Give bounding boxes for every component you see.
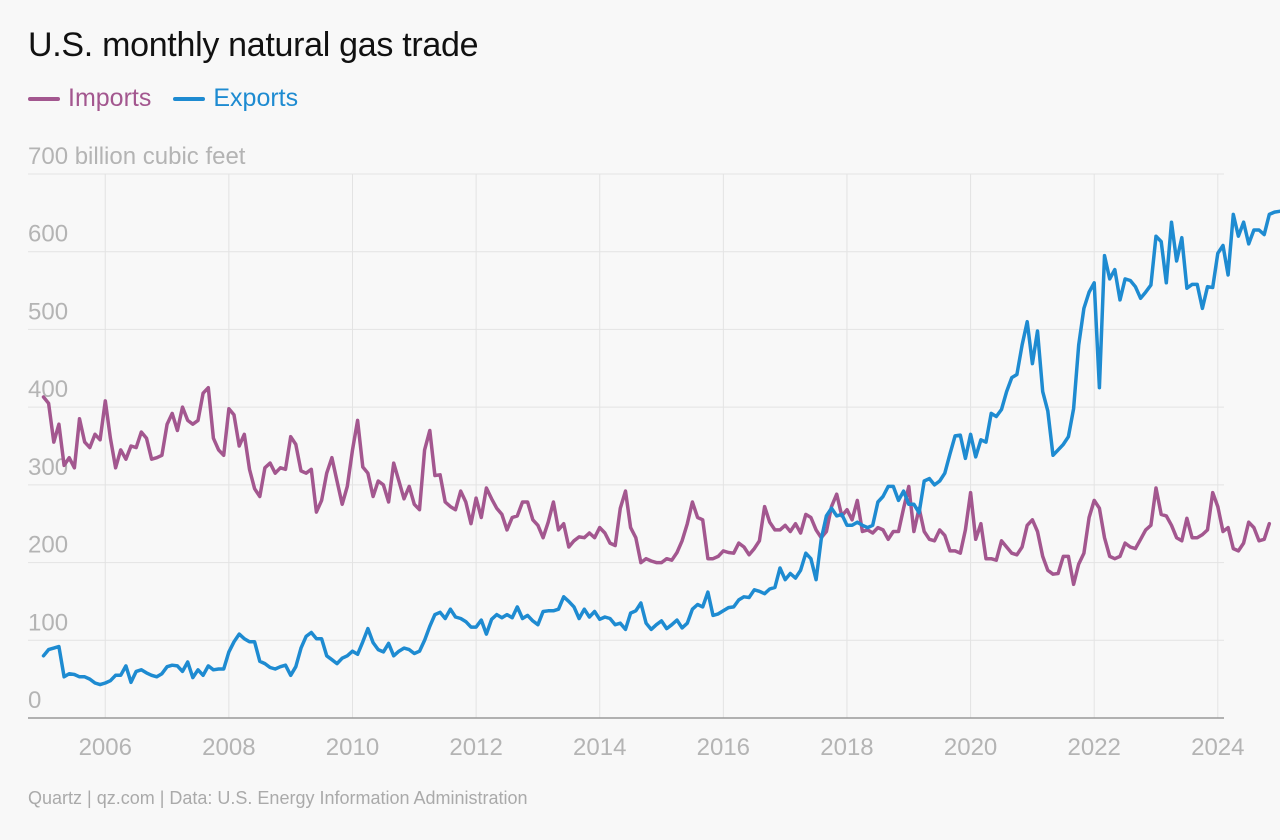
x-tick-label: 2012 [449,734,502,761]
x-tick-label: 2006 [79,734,132,761]
x-tick-label: 2018 [820,734,873,761]
x-tick-label: 2016 [697,734,750,761]
source-note: Quartz | qz.com | Data: U.S. Energy Info… [28,788,528,808]
legend-label-imports: Imports [68,84,152,112]
legend-swatch-imports [28,96,60,101]
series-lines [41,209,1280,687]
y-tick-label: 100 [28,609,68,636]
gridlines [28,173,1224,719]
chart-title: U.S. monthly natural gas trade [28,26,479,64]
y-axis-label: 700 billion cubic feet [28,143,246,170]
series-line-exports [41,209,1280,687]
y-tick-label: 0 [28,687,41,714]
y-tick-label: 400 [28,376,68,403]
legend-label-exports: Exports [213,84,299,112]
legend-item-exports: Exports [173,84,298,113]
y-tick-label: 500 [28,298,68,325]
x-tick-label: 2010 [326,734,379,761]
y-tick-label: 300 [28,454,68,481]
y-tick-label: 200 [28,532,68,559]
x-axis-ticks: 2006 2008 2010 2012 2014 2016 2018 2020 2022 2024 [79,734,1245,761]
x-tick-label: 2014 [573,734,626,761]
x-tick-label: 2024 [1191,734,1244,761]
y-axis-ticks: 0 100 200 300 400 500 600 [28,221,68,714]
legend-swatch-exports [173,96,206,101]
legend-item-imports: Imports [28,84,151,113]
legend: Imports Exports [28,84,320,113]
x-tick-label: 2022 [1068,734,1121,761]
series-line-imports [41,385,1272,587]
y-tick-label: 600 [28,221,68,248]
x-tick-label: 2020 [944,734,997,761]
x-tick-label: 2008 [202,734,255,761]
